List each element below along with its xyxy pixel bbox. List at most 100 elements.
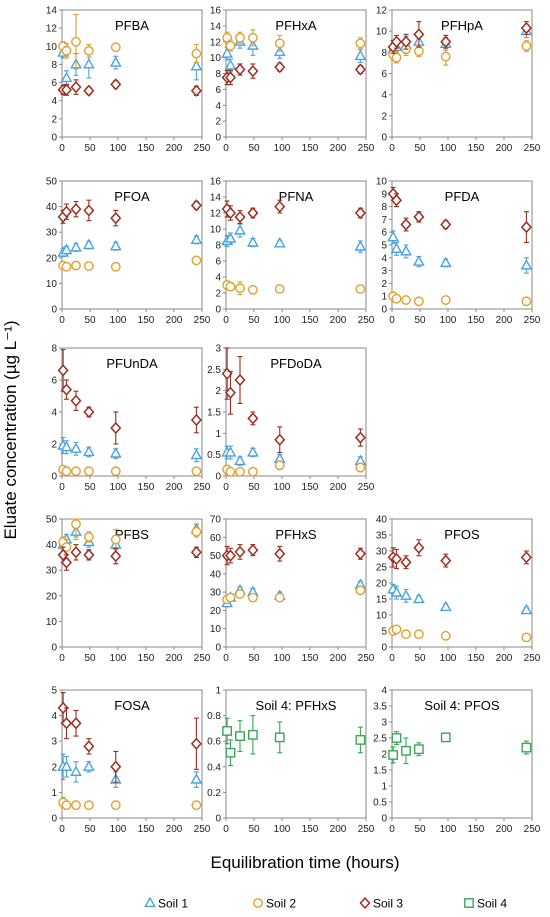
- y-tick-label: 0: [51, 472, 57, 483]
- series-soil-3: [221, 543, 366, 566]
- data-point: [224, 446, 237, 457]
- data-point: [71, 260, 81, 271]
- data-point: [440, 35, 452, 48]
- x-tick-label: 250: [194, 482, 211, 493]
- data-point: [520, 551, 532, 564]
- series-soil-1: [57, 437, 203, 463]
- x-tick-label: 0: [223, 824, 229, 835]
- x-tick-label: 200: [330, 143, 347, 154]
- x-tick-label: 100: [110, 143, 127, 154]
- data-point: [83, 532, 94, 542]
- data-point: [70, 241, 82, 252]
- x-tick-label: 100: [110, 482, 127, 493]
- plot-area: [391, 518, 533, 648]
- data-point: [439, 600, 452, 612]
- y-tick-label: 0: [381, 133, 387, 144]
- x-tick-label: 50: [248, 143, 260, 154]
- y-tick-label: 7: [381, 215, 387, 226]
- data-point: [110, 800, 121, 811]
- y-tick-label: 4: [215, 273, 221, 284]
- data-point: [61, 800, 72, 811]
- y-tick-label: 60: [210, 533, 222, 544]
- data-point: [190, 59, 203, 71]
- data-point: [83, 548, 95, 561]
- data-point: [274, 592, 285, 603]
- y-tick-label: 1.5: [373, 766, 387, 777]
- y-tick-label: 40: [46, 202, 58, 213]
- series-soil-2: [58, 518, 202, 556]
- y-tick-label: 0.4: [207, 762, 221, 773]
- y-axis-label: Eluate concentration (µg L⁻¹): [1, 320, 20, 539]
- panel-title: PFOS: [444, 527, 480, 542]
- y-tick-label: 25: [376, 563, 388, 574]
- y-tick-label: 20: [210, 606, 222, 617]
- y-tick-label: 1: [215, 429, 221, 440]
- x-tick-label: 250: [358, 315, 375, 326]
- data-point: [355, 735, 366, 745]
- data-point: [401, 295, 411, 305]
- x-tick-label: 150: [302, 824, 319, 835]
- x-tick-label: 200: [166, 653, 183, 664]
- y-tick-label: 16: [210, 177, 222, 188]
- data-point: [60, 83, 72, 96]
- panel-pfhxa: 0 2 4 6 8 10 12 14 16 0 50 100 150 200 250 PFHxA: [210, 6, 375, 155]
- y-tick-label: 5: [381, 627, 387, 638]
- data-point: [521, 742, 532, 753]
- y-tick-label: 0: [51, 643, 57, 654]
- x-tick-label: 0: [59, 482, 65, 493]
- data-point: [70, 203, 82, 216]
- data-point: [246, 446, 259, 457]
- legend: Soil 1 Soil 2 Soil 3 Soil 4: [144, 896, 507, 911]
- data-point: [82, 445, 95, 457]
- data-point: [224, 232, 237, 243]
- data-point: [109, 447, 122, 458]
- y-tick-label: 8: [215, 69, 221, 80]
- x-tick-label: 50: [414, 143, 426, 154]
- y-tick-label: 2: [215, 289, 221, 300]
- data-point: [391, 293, 402, 304]
- data-point: [70, 80, 82, 94]
- data-point: [413, 541, 425, 554]
- series-soil-1: [387, 582, 533, 615]
- x-tick-label: 50: [84, 653, 96, 664]
- data-point: [354, 240, 367, 251]
- x-axis-label: Equilibration time (hours): [211, 853, 400, 872]
- data-point: [110, 421, 122, 435]
- data-point: [109, 239, 122, 251]
- data-point: [225, 747, 236, 758]
- y-tick-label: 10: [46, 42, 58, 53]
- y-tick-label: 10: [46, 279, 58, 290]
- panel-title: PFHpA: [441, 18, 483, 33]
- panel-pfbs: 0 10 20 30 40 50 0 50 100 150 200 250 PFBS: [46, 515, 211, 665]
- y-tick-label: 20: [46, 591, 58, 602]
- y-tick-label: 10: [46, 617, 58, 628]
- x-tick-label: 0: [389, 143, 395, 154]
- x-tick-label: 100: [440, 143, 457, 154]
- y-tick-label: 2: [51, 762, 57, 773]
- y-tick-label: 3: [381, 718, 387, 729]
- x-tick-label: 250: [524, 143, 541, 154]
- x-tick-label: 0: [223, 653, 229, 664]
- x-tick-label: 200: [496, 143, 513, 154]
- series-soil-3: [57, 544, 202, 571]
- data-point: [222, 726, 233, 736]
- y-tick-label: 0: [51, 305, 57, 316]
- data-point: [83, 204, 95, 217]
- series-soil-3: [387, 539, 532, 570]
- y-tick-label: 0: [215, 305, 221, 316]
- x-tick-label: 150: [302, 143, 319, 154]
- data-point: [247, 64, 259, 78]
- x-tick-label: 250: [358, 143, 375, 154]
- plot-area: [61, 9, 203, 138]
- y-tick-label: 5: [381, 241, 387, 252]
- data-point: [413, 28, 425, 41]
- x-tick-label: 150: [138, 653, 155, 664]
- data-point: [401, 745, 411, 756]
- data-point: [224, 71, 236, 84]
- legend-item-soil-4: Soil 4: [464, 897, 507, 911]
- legend-marker-triangle: [144, 896, 156, 908]
- y-tick-label: 0: [381, 305, 387, 316]
- data-point: [191, 466, 202, 477]
- y-tick-label: 20: [376, 579, 388, 590]
